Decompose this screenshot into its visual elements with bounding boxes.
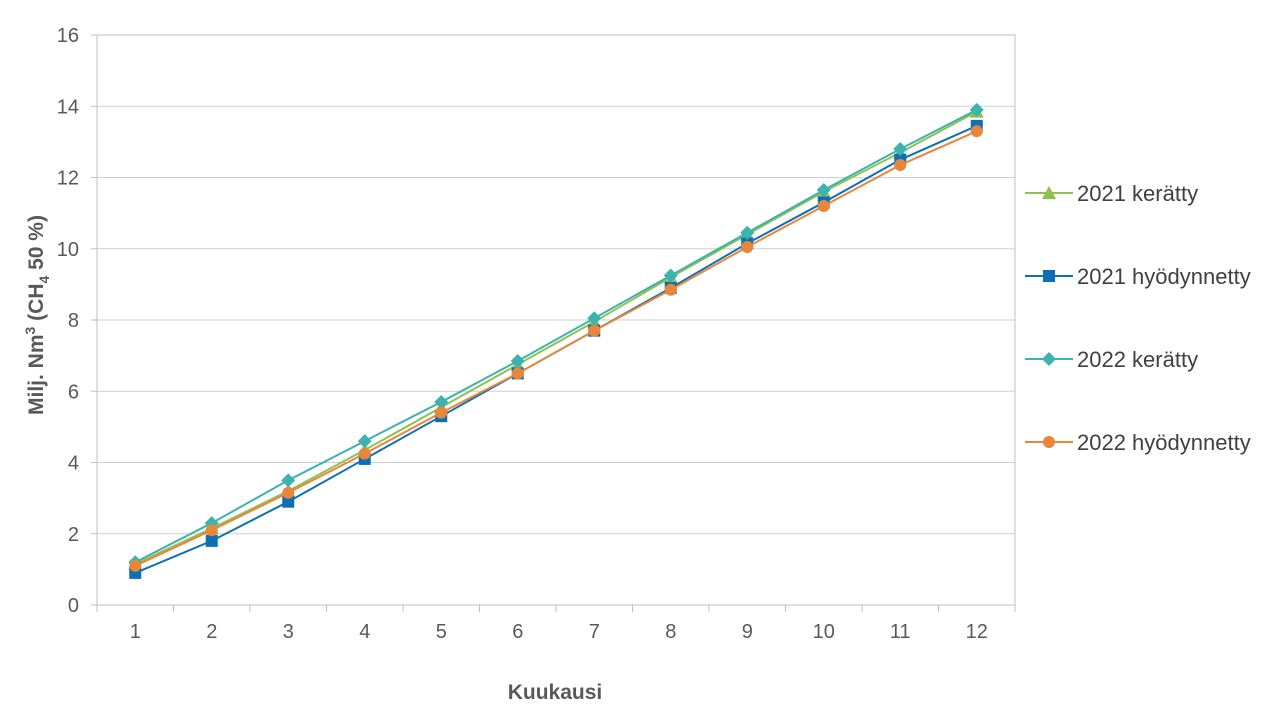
- data-point: [435, 406, 448, 419]
- series-1: [128, 104, 984, 571]
- y-tick-label: 2: [68, 524, 79, 546]
- series-line: [134, 108, 978, 564]
- series-3: [128, 102, 984, 570]
- data-point: [358, 447, 371, 460]
- data-point: [663, 268, 678, 283]
- y-axis-title: Milj. Nm3 (CH4 50 %): [22, 215, 52, 415]
- gridlines: [97, 105, 1015, 535]
- y-axis-title-paren-close: 50 %): [25, 215, 48, 276]
- x-axis-title: Kuukausi: [508, 681, 603, 704]
- x-tick-label: 5: [436, 621, 447, 643]
- data-point: [816, 182, 831, 197]
- legend-item-4: 2022 hyödynnetty: [1025, 430, 1251, 455]
- legend-marker: [1043, 436, 1055, 448]
- data-point: [969, 102, 984, 117]
- legend-item-1: 2021 kerätty: [1025, 181, 1198, 206]
- legend-marker: [1043, 270, 1055, 282]
- x-tick-label: 9: [742, 621, 753, 643]
- y-tick-label: 8: [68, 310, 79, 332]
- legend-label: 2021 kerätty: [1077, 181, 1198, 206]
- y-tick-label: 0: [68, 595, 79, 617]
- y-tick-label: 16: [57, 25, 79, 47]
- data-point: [664, 283, 677, 296]
- legend-label: 2022 hyödynnetty: [1077, 430, 1251, 455]
- y-axis: 0 2 4 6 8 10 12 14 16: [57, 25, 97, 617]
- data-point: [205, 534, 218, 547]
- x-tick-label: 3: [283, 621, 294, 643]
- series-layer: [128, 102, 984, 579]
- legend: 2021 kerätty 2021 hyödynnetty 2022 kerätty…: [1025, 181, 1251, 455]
- x-tick-label: 8: [665, 621, 676, 643]
- y-tick-label: 14: [57, 96, 79, 118]
- data-point: [817, 200, 830, 212]
- y-tick-label: 12: [57, 168, 79, 190]
- data-point: [740, 225, 755, 240]
- data-point: [434, 394, 449, 409]
- data-point: [894, 159, 907, 172]
- data-point: [741, 240, 754, 253]
- data-point: [587, 311, 602, 326]
- legend-marker: [1042, 186, 1056, 199]
- series-4: [129, 125, 983, 572]
- x-tick-label: 1: [130, 621, 141, 643]
- x-axis: 1 2 3 4 5 6 7 8 9 10 11 12: [96, 605, 1016, 643]
- data-point: [282, 486, 295, 499]
- series-line: [134, 110, 978, 565]
- x-tick-label: 6: [512, 621, 523, 643]
- y-tick-label: 6: [68, 381, 79, 403]
- series-line: [134, 130, 978, 567]
- data-point: [282, 495, 295, 508]
- y-tick-label: 4: [68, 453, 79, 475]
- data-point: [893, 142, 908, 156]
- data-point: [970, 125, 983, 138]
- y-axis-title-main: Milj. Nm: [25, 334, 48, 415]
- legend-marker: [1042, 352, 1056, 366]
- x-tick-label: 7: [589, 621, 600, 643]
- x-tick-label: 4: [359, 621, 370, 643]
- x-tick-label: 11: [890, 621, 911, 643]
- y-axis-title-subscript: 4: [36, 276, 52, 284]
- x-tick-label: 10: [813, 621, 835, 643]
- y-axis-title-superscript: 3: [22, 326, 38, 334]
- y-axis-title-paren-open: (CH: [25, 284, 48, 327]
- data-point: [129, 559, 142, 572]
- data-point: [357, 434, 372, 449]
- legend-item-3: 2022 kerätty: [1025, 347, 1198, 372]
- legend-label: 2021 hyödynnetty: [1077, 264, 1251, 289]
- data-point: [281, 473, 296, 488]
- legend-item-2: 2021 hyödynnetty: [1025, 264, 1251, 289]
- data-point: [511, 367, 524, 380]
- data-point: [588, 324, 601, 337]
- x-tick-label: 12: [966, 621, 988, 643]
- x-tick-label: 2: [206, 621, 217, 643]
- data-point: [205, 524, 218, 537]
- y-tick-label: 10: [57, 239, 79, 261]
- data-point: [510, 353, 525, 368]
- legend-label: 2022 kerätty: [1077, 347, 1198, 372]
